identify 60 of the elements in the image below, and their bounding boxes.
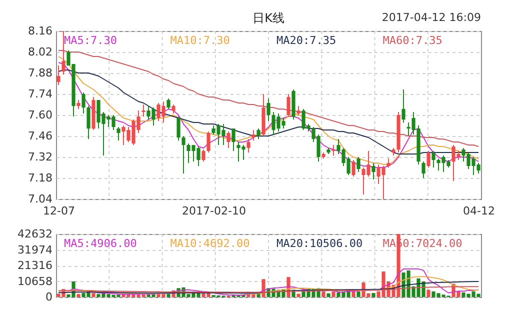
y-tick-label: 10658 bbox=[18, 274, 52, 288]
y-tick-label: 7.74 bbox=[28, 88, 52, 100]
candlestick bbox=[246, 138, 250, 153]
y-tick-label: 7.04 bbox=[28, 192, 52, 206]
candlestick bbox=[182, 136, 186, 174]
text: MA60:7.35 bbox=[382, 34, 442, 47]
series-label: MA5:7.30 bbox=[64, 34, 117, 47]
y-tick-label: 0 bbox=[46, 290, 52, 304]
line-series bbox=[58, 280, 479, 294]
y-tick-label: 8.16 bbox=[28, 24, 52, 38]
candlestick bbox=[226, 131, 230, 148]
candlestick bbox=[266, 98, 270, 122]
text: MA5:4906.00 bbox=[64, 237, 137, 250]
candlestick bbox=[256, 128, 260, 140]
candlestick bbox=[356, 156, 360, 172]
bar bbox=[76, 294, 80, 297]
candlestick bbox=[82, 92, 86, 114]
candlestick bbox=[86, 106, 90, 140]
text: 2017-04-12 16:09 bbox=[382, 11, 481, 24]
candlestick bbox=[252, 130, 256, 141]
x-tick-label: 2017-02-10 bbox=[182, 204, 246, 218]
candlestick bbox=[286, 94, 290, 117]
y-tick-label: 7.32 bbox=[28, 150, 52, 164]
y-tick-label: 7.88 bbox=[28, 66, 52, 80]
candlestick bbox=[422, 161, 426, 178]
candlestick bbox=[166, 98, 170, 110]
y-tick-label: 31974 bbox=[18, 243, 52, 256]
candlestick bbox=[402, 89, 406, 123]
candlestick bbox=[352, 160, 356, 177]
candlestick bbox=[56, 65, 60, 86]
bar bbox=[296, 294, 300, 297]
bar bbox=[356, 291, 360, 297]
y-tick-label: 8.02 bbox=[28, 46, 52, 58]
x-tick-label: 04-12 bbox=[463, 204, 495, 218]
text: MA20:7.35 bbox=[276, 34, 336, 47]
candlestick bbox=[206, 131, 210, 153]
bar bbox=[322, 291, 326, 297]
candlestick bbox=[202, 149, 206, 162]
bar bbox=[92, 293, 96, 297]
y-tick-label: 7.46 bbox=[28, 130, 52, 142]
y-tick-label: 21316 bbox=[18, 259, 52, 272]
candlestick bbox=[142, 104, 146, 117]
bar bbox=[326, 293, 330, 297]
candlestick bbox=[432, 150, 436, 168]
chart-title: 日K线 bbox=[252, 11, 284, 25]
candlestick bbox=[116, 126, 120, 141]
candlestick bbox=[332, 144, 336, 156]
line-series bbox=[58, 50, 479, 147]
candlestick bbox=[176, 116, 180, 141]
text: MA10:4692.00 bbox=[170, 237, 250, 250]
y-tick-label: 7.18 bbox=[28, 172, 52, 184]
bar bbox=[332, 291, 336, 297]
bar bbox=[352, 291, 356, 297]
text: MA20:10506.00 bbox=[276, 237, 363, 250]
text: MA10:7.30 bbox=[170, 34, 230, 47]
x-tick-label: 12-07 bbox=[43, 204, 75, 218]
y-tick-label: 7.60 bbox=[28, 108, 52, 122]
candlestick bbox=[62, 30, 66, 75]
candlestick bbox=[232, 128, 236, 152]
y-tick-label: 42632 bbox=[18, 228, 52, 240]
